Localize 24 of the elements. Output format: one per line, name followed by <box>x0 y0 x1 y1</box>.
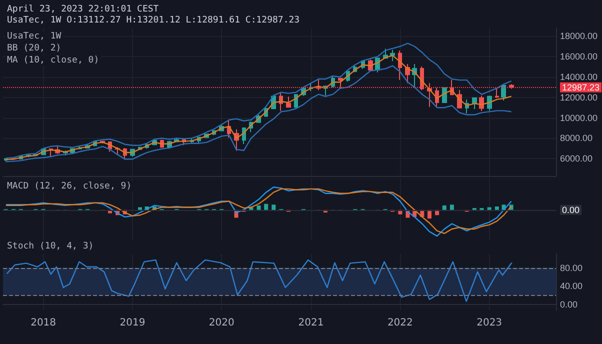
annotation: BB (20, 2) <box>7 44 62 54</box>
x-tick-label: 2019 <box>120 318 146 328</box>
x-tick-label: 2021 <box>298 318 324 328</box>
annotation: MACD (12, 26, close, 9) <box>7 182 132 192</box>
chart-title: April 23, 2023 22:01:01 CEST <box>7 4 160 14</box>
y-tick-label: 18000.00 <box>560 31 598 42</box>
x-tick-label: 2022 <box>387 318 413 328</box>
y-tick-label: 14000.00 <box>560 72 598 82</box>
y-tick-label: 10000.00 <box>560 112 598 123</box>
y-tick-label: 8000.00 <box>560 133 593 144</box>
x-tick-label: 2018 <box>30 318 56 328</box>
y-tick-label: 0.00 <box>560 299 578 310</box>
chart-subtitle: UsaTec, 1W O:13112.27 H:13201.12 L:12891.61 C:12987.23 <box>7 16 300 26</box>
annotation: UsaTec, 1W <box>7 32 62 42</box>
y-tick-label: 40.00 <box>560 281 583 292</box>
y-tick-label: 80.00 <box>560 262 583 273</box>
y-tick-label: 16000.00 <box>560 52 598 62</box>
ref-line-label: 12987.23 <box>562 82 600 92</box>
text: Stoch (10, 4, 3) <box>7 242 94 252</box>
annotation: MA (10, close, 0) <box>7 56 100 66</box>
x-tick-label: 2020 <box>208 318 234 328</box>
y-tick-label: 12000.00 <box>560 92 598 102</box>
x-tick-label: 2023 <box>476 318 502 328</box>
y-tick-label: 6000.00 <box>560 154 593 164</box>
